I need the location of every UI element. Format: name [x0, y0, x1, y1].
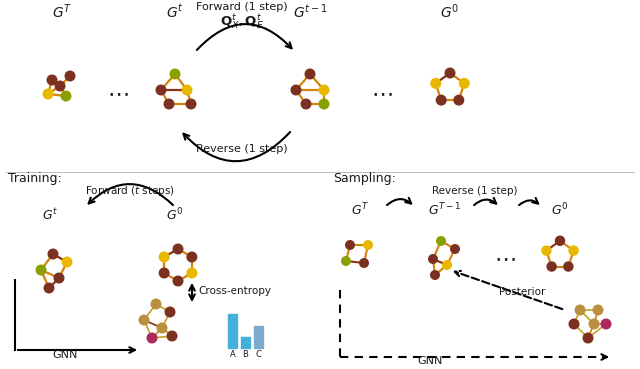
Circle shape [459, 78, 470, 89]
Text: $G^T$: $G^T$ [52, 3, 72, 21]
Circle shape [163, 99, 175, 110]
Circle shape [450, 244, 460, 254]
Text: B: B [243, 350, 248, 359]
Circle shape [159, 252, 170, 262]
Bar [241, 337, 250, 348]
Circle shape [61, 256, 72, 268]
Circle shape [589, 318, 600, 330]
Circle shape [156, 85, 166, 96]
Circle shape [301, 99, 312, 110]
Circle shape [65, 70, 76, 82]
Circle shape [341, 256, 351, 266]
Text: $G^t$: $G^t$ [42, 207, 58, 223]
Circle shape [359, 258, 369, 268]
Circle shape [157, 323, 168, 334]
Bar [254, 326, 263, 348]
Bar [228, 314, 237, 348]
Text: GNN: GNN [52, 350, 77, 360]
Text: $G^t$: $G^t$ [166, 3, 184, 21]
Text: Sampling:: Sampling: [333, 172, 396, 185]
Text: $\cdots$: $\cdots$ [107, 83, 129, 103]
Circle shape [47, 75, 58, 86]
Circle shape [170, 69, 180, 79]
Circle shape [363, 240, 373, 250]
Circle shape [453, 94, 464, 106]
Circle shape [35, 265, 47, 276]
Circle shape [54, 272, 65, 283]
Text: $G^0$: $G^0$ [166, 206, 184, 223]
Circle shape [541, 245, 552, 256]
Circle shape [47, 248, 58, 259]
Circle shape [159, 268, 170, 279]
Circle shape [547, 261, 557, 272]
Circle shape [305, 69, 316, 79]
Circle shape [345, 240, 355, 250]
Circle shape [436, 236, 446, 246]
Circle shape [61, 90, 72, 101]
Circle shape [575, 304, 586, 315]
Circle shape [147, 332, 157, 344]
Circle shape [600, 318, 611, 330]
Text: GNN: GNN [417, 356, 443, 366]
Circle shape [44, 283, 54, 293]
Circle shape [445, 68, 456, 79]
Circle shape [173, 276, 184, 286]
Circle shape [428, 254, 438, 264]
Text: $G^T$: $G^T$ [351, 201, 369, 218]
Circle shape [555, 235, 565, 246]
Text: Posterior: Posterior [499, 287, 545, 297]
Circle shape [42, 89, 54, 100]
Text: Cross-entropy: Cross-entropy [198, 286, 271, 296]
Circle shape [593, 304, 604, 315]
Circle shape [319, 99, 330, 110]
Circle shape [568, 245, 579, 256]
Circle shape [568, 318, 579, 330]
Text: $\cdots$: $\cdots$ [371, 83, 393, 103]
Text: Forward (1 step): Forward (1 step) [196, 2, 288, 12]
Circle shape [582, 332, 593, 344]
Text: $\mathbf{Q}_X^t, \mathbf{Q}_E^t$: $\mathbf{Q}_X^t, \mathbf{Q}_E^t$ [220, 13, 264, 32]
Circle shape [563, 261, 573, 272]
Circle shape [319, 85, 330, 96]
Circle shape [186, 252, 197, 262]
Text: C: C [255, 350, 261, 359]
Text: $G^0$: $G^0$ [440, 3, 460, 21]
Text: A: A [230, 350, 236, 359]
Circle shape [436, 94, 447, 106]
Circle shape [430, 270, 440, 280]
Text: Forward ($t$ steps): Forward ($t$ steps) [85, 184, 175, 198]
Text: $G^{t-1}$: $G^{t-1}$ [292, 3, 327, 21]
Circle shape [54, 80, 65, 92]
Circle shape [138, 314, 150, 325]
Circle shape [186, 268, 197, 279]
Circle shape [442, 260, 452, 270]
Text: Reverse (1 step): Reverse (1 step) [196, 144, 288, 154]
Text: $G^0$: $G^0$ [551, 201, 569, 218]
Circle shape [166, 331, 177, 341]
Circle shape [164, 307, 175, 317]
Text: Training:: Training: [8, 172, 61, 185]
Circle shape [430, 78, 441, 89]
Circle shape [173, 244, 184, 255]
Circle shape [291, 85, 301, 96]
Text: Reverse (1 step): Reverse (1 step) [432, 186, 518, 196]
Circle shape [186, 99, 196, 110]
Circle shape [150, 299, 161, 310]
Text: $\cdots$: $\cdots$ [494, 248, 516, 268]
Text: $G^{T-1}$: $G^{T-1}$ [428, 201, 461, 218]
Circle shape [182, 85, 193, 96]
